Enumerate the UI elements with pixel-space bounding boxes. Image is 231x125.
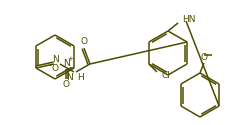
Text: HN: HN <box>182 16 195 24</box>
Text: H: H <box>77 72 84 82</box>
Text: +: + <box>67 56 73 62</box>
Text: Cl: Cl <box>162 72 171 80</box>
Text: N: N <box>66 72 73 82</box>
Text: O: O <box>63 80 70 88</box>
Text: O: O <box>201 54 207 62</box>
Text: $^{-}$O: $^{-}$O <box>46 62 60 72</box>
Text: N: N <box>53 54 59 64</box>
Text: N: N <box>63 58 70 68</box>
Text: O: O <box>80 38 88 46</box>
